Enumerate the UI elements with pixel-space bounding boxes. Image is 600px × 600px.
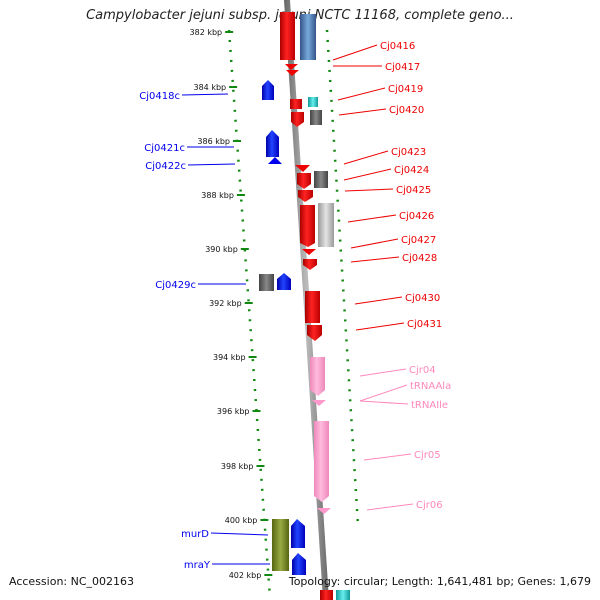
- gene-label-cj0416[interactable]: Cj0416: [380, 41, 415, 52]
- gene-label-cj0427[interactable]: Cj0427: [401, 235, 436, 246]
- gene-cyan-1: [308, 97, 318, 107]
- gene-cj0429c: [277, 273, 291, 290]
- leader-line-right-6: [344, 188, 394, 192]
- gene-bottom-red: [320, 590, 333, 600]
- gene-label-cj0430[interactable]: Cj0430: [405, 293, 440, 304]
- gene-label-trnaile[interactable]: tRNAIle: [411, 400, 448, 411]
- gene-cj0426: [300, 205, 315, 247]
- leader-line-right-10: [354, 296, 403, 305]
- gene-cj0430: [305, 291, 320, 323]
- gene-cj0431: [307, 325, 322, 341]
- left-dotted-track: [227, 29, 272, 599]
- gene-label-cj0418c[interactable]: Cj0418c: [139, 91, 180, 102]
- gene-label-cj0420[interactable]: Cj0420: [389, 105, 424, 116]
- gene-label-mray[interactable]: mraY: [184, 560, 211, 571]
- tick-label-6: 394 kbp: [213, 353, 246, 362]
- gene-gray-3: [259, 274, 274, 291]
- tick-label-5: 392 kbp: [209, 299, 242, 308]
- leader-line-left-4: [210, 532, 269, 536]
- gene-label-cj0421c[interactable]: Cj0421c: [144, 143, 185, 154]
- gene-cj0420: [291, 112, 304, 127]
- gene-label-trnaala[interactable]: tRNAAla: [410, 381, 451, 392]
- gene-label-cj0422c[interactable]: Cj0422c: [145, 161, 186, 172]
- leader-line-right-5: [343, 168, 392, 181]
- gene-label-murd[interactable]: murD: [181, 529, 209, 540]
- axis-ticks: 382 kbp 384 kbp 386 kbp 388 kbp 390 kbp 392 k…: [190, 28, 273, 580]
- leader-line-right-2: [337, 87, 386, 101]
- leader-line-right-15: [363, 453, 412, 461]
- tick-label-7: 396 kbp: [217, 407, 250, 416]
- gene-label-cjr06[interactable]: Cjr06: [416, 500, 443, 511]
- gene-label-cjr04[interactable]: Cjr04: [409, 365, 436, 376]
- leader-line-left-0: [181, 93, 229, 96]
- gene-label-cj0426[interactable]: Cj0426: [399, 211, 434, 222]
- tick-label-3: 388 kbp: [201, 191, 234, 200]
- gene-gray-2: [314, 171, 328, 188]
- gene-label-cj0425[interactable]: Cj0425: [396, 185, 431, 196]
- gene-cjr06: [317, 508, 331, 514]
- gene-steel-1: [300, 14, 316, 60]
- gene-cj0424: [297, 173, 311, 189]
- gene-cj0422c: [268, 157, 282, 164]
- tick-label-9: 400 kbp: [225, 516, 258, 525]
- leader-line-right-11: [355, 322, 405, 331]
- gene-olive-1: [272, 519, 289, 571]
- accession-text: Accession: NC_002163: [9, 575, 135, 588]
- gene-label-cj0429c[interactable]: Cj0429c: [155, 280, 196, 291]
- tick-label-8: 398 kbp: [221, 462, 254, 471]
- gene-features: [259, 12, 350, 600]
- gene-label-cj0417[interactable]: Cj0417: [385, 62, 420, 73]
- gene-cjr04: [310, 357, 325, 396]
- gene-labels: Cj0416 Cj0417 Cj0419 Cj0420 Cj0423 Cj0424 Cj04…: [139, 41, 451, 571]
- leader-line-right-3: [338, 108, 387, 116]
- gene-bottom-cyan: [336, 590, 350, 600]
- leader-line-right-16: [366, 503, 414, 511]
- gene-cj0428: [303, 259, 317, 270]
- tick-label-4: 390 kbp: [205, 245, 238, 254]
- gene-label-cjr05[interactable]: Cjr05: [414, 450, 441, 461]
- gene-label-cj0424[interactable]: Cj0424: [394, 165, 429, 176]
- gene-cj0418c: [262, 80, 274, 100]
- gene-cj0416: [280, 12, 295, 60]
- gene-cj0425: [298, 190, 313, 202]
- leader-line-right-0: [332, 44, 378, 61]
- gene-murd: [291, 519, 305, 548]
- gene-cjr05: [314, 421, 329, 502]
- gene-mray: [292, 553, 306, 575]
- leader-line-right-8: [350, 238, 399, 249]
- leader-line-right-4: [343, 150, 389, 165]
- tick-label-2: 386 kbp: [197, 137, 230, 146]
- right-dotted-track: [325, 29, 360, 526]
- gene-trnaala: [312, 400, 326, 406]
- tick-label-10: 402 kbp: [229, 571, 262, 580]
- gene-cj0427: [302, 249, 316, 255]
- tick-label-0: 382 kbp: [190, 28, 223, 37]
- gene-light-1: [318, 203, 334, 247]
- leader-line-right-13: [359, 384, 408, 402]
- leader-line-right-12: [359, 368, 407, 377]
- gene-label-cj0431[interactable]: Cj0431: [407, 319, 442, 330]
- leader-line-right-14: [359, 400, 409, 405]
- gene-label-cj0419[interactable]: Cj0419: [388, 84, 423, 95]
- genome-summary: Topology: circular; Length: 1,641,481 bp…: [288, 575, 591, 588]
- gene-label-cj0423[interactable]: Cj0423: [391, 147, 426, 158]
- gene-arrow-cj0416: [285, 64, 298, 70]
- gene-arrow-cj0417: [286, 70, 299, 76]
- gene-cj0421c: [266, 130, 279, 157]
- leader-line-right-7: [347, 214, 397, 223]
- gene-gray-1: [310, 110, 322, 125]
- leader-line-right-9: [350, 256, 400, 263]
- gene-cj0423: [295, 165, 310, 172]
- tick-label-1: 384 kbp: [194, 83, 227, 92]
- gene-cj0419: [290, 99, 302, 109]
- gene-label-cj0428[interactable]: Cj0428: [402, 253, 437, 264]
- leader-line-left-2: [187, 163, 236, 166]
